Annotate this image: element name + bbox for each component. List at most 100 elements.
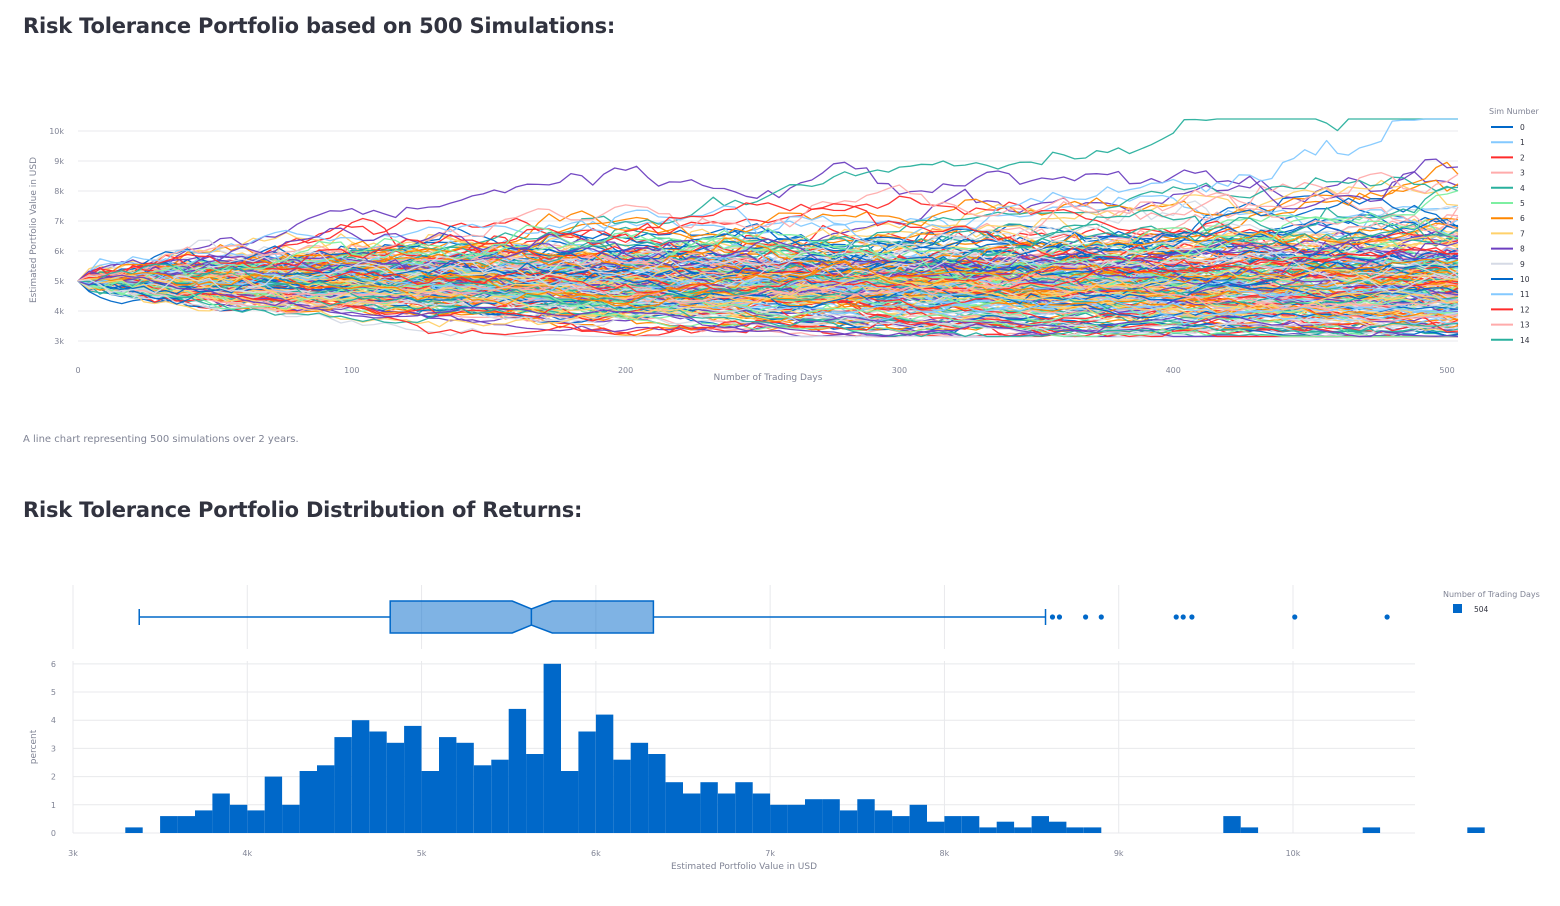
- series-line: [77, 263, 1459, 322]
- histogram-bar: [229, 804, 248, 833]
- series-line: [77, 233, 1459, 287]
- histogram-bar: [404, 725, 422, 833]
- x-tick-label: 300: [892, 366, 907, 375]
- series-line: [77, 184, 1459, 282]
- legend-label: 8: [1520, 245, 1525, 254]
- histogram-bar: [1031, 816, 1049, 833]
- histogram-bar: [683, 793, 701, 833]
- histogram-bar: [299, 771, 317, 833]
- legend-label: 12: [1520, 305, 1530, 314]
- y-tick-label: 5k: [54, 277, 64, 286]
- box-legend-title: Number of Trading Days: [1443, 590, 1540, 599]
- legend-label: 5: [1520, 199, 1525, 208]
- histogram-bar: [334, 737, 352, 833]
- x-axis-label: Estimated Portfolio Value in USD: [671, 862, 817, 872]
- histogram-bar: [317, 765, 335, 833]
- histogram-bar: [160, 816, 178, 833]
- series-line: [77, 195, 1459, 282]
- y-tick-label: 5: [51, 688, 56, 697]
- legend-label: 4: [1520, 184, 1525, 193]
- y-tick-label: 8k: [54, 187, 64, 196]
- series-line: [77, 265, 1459, 319]
- series-line: [77, 269, 1459, 305]
- y-tick-label: 4k: [54, 307, 64, 316]
- series-line: [77, 158, 1459, 282]
- x-tick-label: 8k: [940, 849, 950, 858]
- histogram-bar: [805, 799, 823, 833]
- legend-label: 3: [1520, 169, 1525, 178]
- histogram-bar: [665, 782, 683, 833]
- x-tick-label: 3k: [68, 849, 78, 858]
- legend-label: 14: [1520, 336, 1530, 345]
- histogram-bar: [1049, 821, 1067, 833]
- histogram-bar: [508, 708, 527, 833]
- series-line: [77, 216, 1459, 290]
- histogram-bar: [491, 759, 509, 833]
- box-outlier: [1098, 614, 1104, 620]
- x-tick-label: 7k: [765, 849, 775, 858]
- x-tick-label: 100: [344, 366, 359, 375]
- series-line: [77, 233, 1459, 294]
- series-line: [77, 268, 1459, 320]
- box-legend-swatch: [1453, 604, 1462, 613]
- histogram-bar: [195, 810, 213, 833]
- box-body: [389, 600, 655, 634]
- histogram-bar: [874, 810, 893, 833]
- series-line: [77, 250, 1459, 295]
- box-outlier: [1180, 614, 1186, 620]
- histogram-bar: [1240, 827, 1259, 833]
- x-tick-label: 400: [1166, 366, 1181, 375]
- histogram-bar: [473, 765, 492, 833]
- series-line: [77, 274, 1459, 338]
- histogram-bar: [700, 782, 718, 833]
- y-tick-label: 7k: [54, 217, 64, 226]
- histogram-bars: [125, 663, 1485, 833]
- legend-label: 9: [1520, 260, 1525, 269]
- series-line: [77, 268, 1459, 311]
- histogram-bar: [1014, 827, 1032, 833]
- distribution-heading: Risk Tolerance Portfolio Distribution of…: [23, 498, 583, 522]
- histogram-bar: [717, 793, 736, 833]
- legend-label: 1: [1520, 138, 1525, 147]
- histogram-bar: [177, 816, 195, 833]
- legend-label: 0: [1520, 123, 1525, 132]
- histogram-bar: [787, 804, 805, 833]
- legend-label: 2: [1520, 153, 1525, 162]
- x-tick-label: 200: [618, 366, 633, 375]
- histogram-bar: [1223, 816, 1241, 833]
- histogram-bar: [247, 810, 265, 833]
- histogram-bar: [125, 827, 143, 833]
- series-line: [77, 254, 1459, 302]
- y-tick-label: 3: [51, 744, 56, 753]
- legend-label: 6: [1520, 214, 1525, 223]
- y-tick-label: 6k: [54, 247, 64, 256]
- histogram-bar: [839, 810, 858, 833]
- histogram-bar: [212, 793, 230, 833]
- histogram-bar: [892, 816, 910, 833]
- box-outlier: [1189, 614, 1195, 620]
- series-line: [77, 209, 1459, 306]
- x-tick-label: 6k: [591, 849, 601, 858]
- histogram-bar: [456, 742, 474, 833]
- histogram-bar: [630, 742, 649, 833]
- box-outlier: [1292, 614, 1298, 620]
- legend-label: 7: [1520, 229, 1525, 238]
- series-lines: [77, 118, 1459, 338]
- x-tick-label: 9k: [1114, 849, 1124, 858]
- legend-title: Sim Number: [1489, 107, 1539, 116]
- y-axis-label: percent: [29, 729, 39, 764]
- histogram-bar: [613, 759, 631, 833]
- line-chart-heading: Risk Tolerance Portfolio based on 500 Si…: [23, 14, 616, 38]
- histogram-bar: [439, 737, 457, 833]
- legend-label: 11: [1520, 290, 1530, 299]
- x-tick-label: 5k: [417, 849, 427, 858]
- histogram-bar: [996, 821, 1015, 833]
- y-tick-label: 0: [51, 829, 56, 838]
- distribution-chart[interactable]: Number of Trading Days 504 0 1 2 3 4 5 6 3k 4k 5k 6k…: [0, 575, 1560, 885]
- histogram-bar: [1467, 827, 1485, 833]
- series-line: [77, 259, 1459, 309]
- histogram-bar: [752, 793, 771, 833]
- histogram-bar: [648, 754, 666, 833]
